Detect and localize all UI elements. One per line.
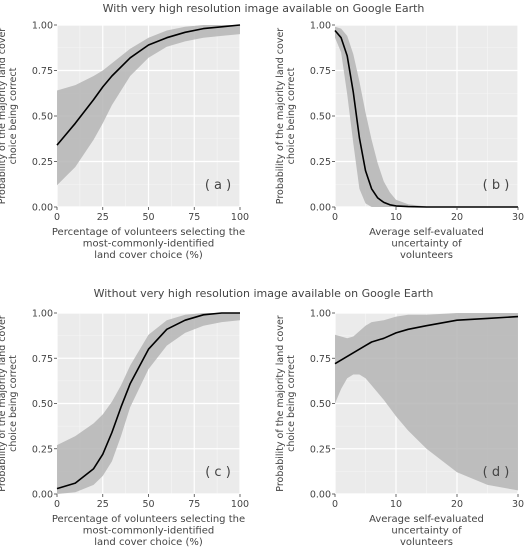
- x-tick-label: 50: [142, 212, 154, 223]
- y-tick-label: 0.25: [310, 444, 331, 455]
- y-tick-label: 0.25: [32, 444, 53, 455]
- x-tick-label: 30: [512, 212, 524, 223]
- x-tick-label: 25: [97, 212, 109, 223]
- panel-c: 0 25 50 75 100 0.00 0.25 0.50 0.75 1.00 ( c ) Perce…: [0, 309, 249, 549]
- top-section-title: With very high resolution image availabl…: [103, 2, 425, 15]
- x-tick-label: 0: [54, 499, 60, 510]
- y-tick-label: 0.75: [32, 66, 53, 77]
- x-axis-label: volunteers: [400, 250, 453, 261]
- x-tick-label: 50: [142, 499, 154, 510]
- panel-label: ( d ): [483, 465, 510, 480]
- panel-label: ( b ): [483, 178, 510, 193]
- x-axis-label: most-commonly-identified: [83, 239, 214, 250]
- x-axis-label: most-commonly-identified: [83, 526, 214, 537]
- x-tick-label: 75: [188, 212, 200, 223]
- x-axis-label: volunteers: [400, 537, 453, 548]
- y-tick-label: 0.75: [32, 354, 53, 365]
- x-tick-label: 10: [390, 499, 402, 510]
- y-axis-label: Probability of the majority land cover: [275, 315, 286, 491]
- panel-label: ( a ): [205, 178, 231, 193]
- x-tick-label: 0: [332, 499, 338, 510]
- x-axis-label: Average self-evaluated: [369, 227, 484, 238]
- confidence-band: [57, 313, 240, 494]
- x-axis-label: uncertainty of: [391, 239, 462, 250]
- y-tick-label: 0.00: [310, 203, 331, 214]
- y-axis-label: choice being correct: [8, 355, 19, 452]
- x-tick-label: 30: [512, 499, 524, 510]
- y-tick-label: 0.50: [32, 399, 53, 410]
- x-tick-label: 75: [188, 499, 200, 510]
- x-tick-label: 25: [97, 499, 109, 510]
- x-tick-label: 20: [451, 212, 463, 223]
- y-tick-label: 1.00: [310, 21, 331, 32]
- y-tick-label: 0.75: [310, 66, 331, 77]
- y-tick-label: 0.00: [310, 490, 331, 501]
- confidence-band: [335, 313, 518, 491]
- y-tick-label: 0.00: [32, 203, 53, 214]
- panel-d: 0 10 20 30 0.00 0.25 0.50 0.75 1.00 ( d ) Average …: [275, 309, 524, 549]
- fitted-line: [56, 312, 240, 490]
- panel-a: 0 25 50 75 100 0.00 0.25 0.50 0.75 1.00 ( a ) Perce…: [0, 21, 249, 262]
- x-tick-label: 20: [451, 499, 463, 510]
- y-tick-label: 1.00: [32, 309, 53, 320]
- y-tick-label: 0.00: [32, 490, 53, 501]
- y-tick-label: 0.50: [310, 399, 331, 410]
- y-axis-label: Probability of the majority land cover: [0, 315, 8, 491]
- confidence-band: [57, 25, 240, 186]
- x-tick-label: 10: [390, 212, 402, 223]
- x-axis-label: uncertainty of: [391, 526, 462, 537]
- bottom-section-title: Without very high resolution image avail…: [94, 287, 434, 300]
- x-axis-label: Average self-evaluated: [369, 514, 484, 525]
- y-axis-label: Probability of the majority land cover: [275, 28, 286, 204]
- x-tick-label: 0: [332, 212, 338, 223]
- y-tick-label: 0.50: [310, 112, 331, 123]
- y-axis-label: Probability of the majority land cover: [0, 28, 8, 204]
- y-axis-label: choice being correct: [286, 67, 297, 164]
- x-tick-label: 0: [54, 212, 60, 223]
- panel-label: ( c ): [205, 465, 231, 480]
- y-tick-label: 0.50: [32, 112, 53, 123]
- fitted-line: [334, 29, 518, 208]
- fitted-line: [56, 24, 241, 146]
- x-tick-label: 100: [231, 499, 249, 510]
- y-tick-label: 0.25: [310, 157, 331, 168]
- x-tick-label: 100: [231, 212, 249, 223]
- y-tick-label: 0.75: [310, 354, 331, 365]
- x-axis-label: Percentage of volunteers selecting the: [52, 514, 245, 525]
- x-axis-label: Percentage of volunteers selecting the: [52, 227, 245, 238]
- y-tick-label: 1.00: [32, 21, 53, 32]
- y-axis-label: choice being correct: [8, 67, 19, 164]
- x-axis-label: land cover choice (%): [94, 537, 203, 548]
- y-tick-label: 0.25: [32, 157, 53, 168]
- fitted-line: [334, 315, 519, 365]
- panel-b: 0 10 20 30 0.00 0.25 0.50 0.75 1.00 ( b ) Average …: [275, 21, 524, 262]
- y-tick-label: 1.00: [310, 309, 331, 320]
- y-axis-label: choice being correct: [286, 355, 297, 452]
- x-axis-label: land cover choice (%): [94, 250, 203, 261]
